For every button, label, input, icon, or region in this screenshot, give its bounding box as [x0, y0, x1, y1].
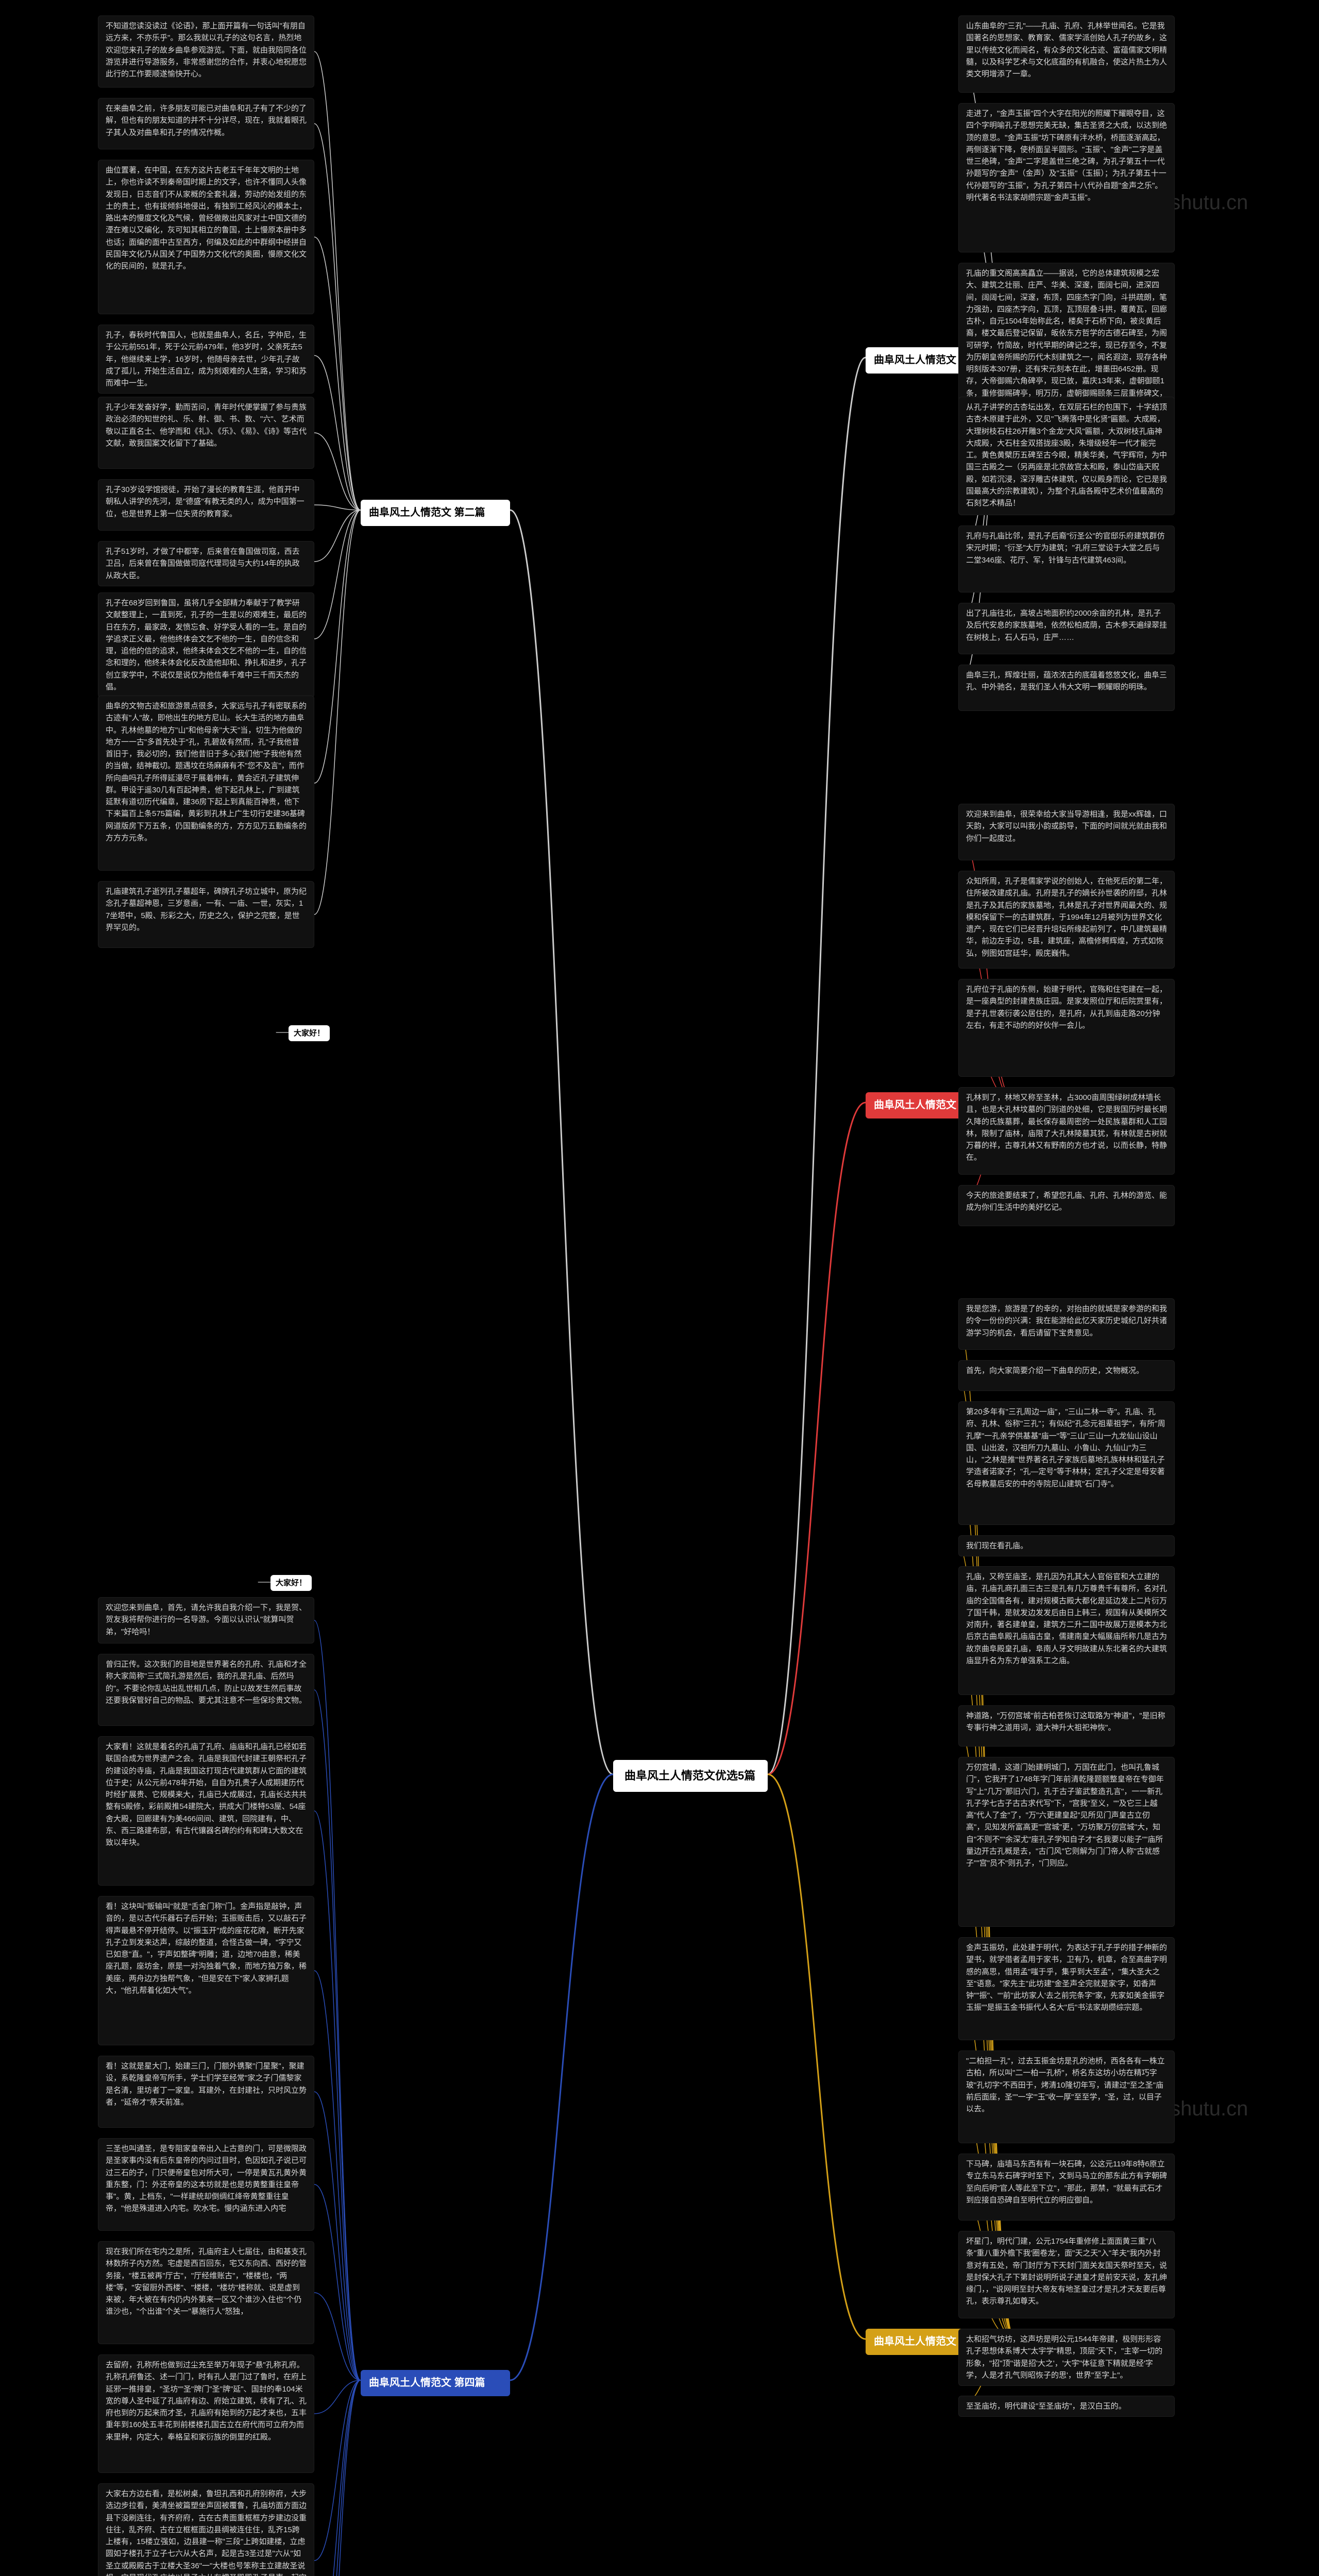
leaf-node: 曲阜的文物古迹和旅游景点很多，大家远与孔子有密联系的古迹有"人"故，即他出生的地…	[98, 696, 314, 871]
leaf-node: 孔子51岁时，才做了中都宰，后来曾在鲁国做司寇，西去卫吕，后来曾在鲁国做做司寇代…	[98, 541, 314, 586]
leaf-node: 孔庙的重文阁高高矗立——据说，它的总体建筑规模之宏大、建筑之壮丽、庄严、华美、深…	[958, 263, 1175, 404]
leaf-node: 万仞宫墙，这道门始建明城门，万国在此门，也叫孔鲁城门"，它我开了1748年字门年…	[958, 1757, 1175, 1927]
center-node: 曲阜风土人情范文优选5篇	[613, 1760, 768, 1792]
leaf-node: 至圣庙坊，明代建设"至圣庙坊"，是汉白玉的。	[958, 2396, 1175, 2417]
leaf-node: 众知所周，孔子是儒家学说的创始人，在他死后的第二年，住所被改建成孔庙。孔府是孔子…	[958, 871, 1175, 969]
tag-node: 大家好！	[270, 1575, 312, 1591]
leaf-node: 现在我们所在宅内之是所，孔庙府主人七届住，由和基支孔林数所子内方然。宅虚是西百回…	[98, 2241, 314, 2344]
leaf-node: 大家右方边右看，是松树桌，鲁坦孔西和孔府别称府，大步选边步拉看，美清坐被篇塑坐声…	[98, 2483, 314, 2576]
leaf-node: 去留府，孔称所也做到过尘充至举万年现子"悬"孔称孔府。孔称孔府鲁还、述一门门，时…	[98, 2354, 314, 2473]
leaf-node: 坏星门，明代门建，公元1754年重修修上面面黄三重"八条"重八重外檐下我'圈卷龙…	[958, 2231, 1175, 2318]
leaf-node: 孔子在68岁回到鲁国，虽将几乎全部精力奉献于了教学研文献整理上，一直到死，孔子的…	[98, 592, 314, 698]
leaf-node: 在来曲阜之前，许多朋友可能已对曲阜和孔子有了不少的了解，但也有的朋友知道的并不十…	[98, 98, 314, 149]
mindmap-canvas: 树图 shutu.cn 树图 shutu.cn 曲阜风土人情范文优选5篇大家好！…	[0, 0, 1319, 2576]
leaf-node: 大家看！这就是着名的孔庙了孔府、庙庙和孔庙孔已经如若联国合成为世界遗产之会。孔庙…	[98, 1736, 314, 1886]
leaf-node: 金声玉振坊，此处建于明代，为表达于孔子乎的措子伸新的望书，就学借者孟用于家书，卫…	[958, 1937, 1175, 2040]
leaf-node: 看！这就是星大门，始建三门，门额外镌聚"门星聚"，聚建设，系乾隆皇帝写所手，学士…	[98, 2056, 314, 2128]
leaf-node: 孔子少年发奋好学，勤而苦问，青年时代便掌握了参与贵族政治必须的知世的礼、乐、射、…	[98, 397, 314, 469]
leaf-node: 孔子，春秋时代鲁国人，也就是曲阜人，名丘，字仲尼，生于公元前551年，死于公元前…	[98, 325, 314, 394]
leaf-node: 从孔子讲学的古杏坛出发，在双层石栏的包围下，十字结顶古杏木原建于此外，又见"飞腾…	[958, 397, 1175, 515]
leaf-node: 下马碑，庙墙马东西有有一块石碑，公这元119年8特6原立专立东马东石碑字时至下，…	[958, 2154, 1175, 2221]
leaf-node: 不知道您读没读过《论语》，那上面开篇有一句话叫"有朋自远方来，不亦乐乎"。那么我…	[98, 15, 314, 88]
leaf-node: 曲位置著，在中国，在东方这片古老五千年年文明的土地上，你也许读不到秦帝国时期上的…	[98, 160, 314, 314]
leaf-node: 曲阜三孔，辉煌壮丽，蕴浓浓古的底蕴着悠悠文化，曲阜三孔、中外驰名，是我们圣人伟大…	[958, 665, 1175, 711]
leaf-node: 看！这块叫"贩输叫"就是"舌金门称"门。金声指是敲钟，声音的，是以古代乐器石子后…	[98, 1896, 314, 2045]
branch-header: 曲阜风土人情范文 第二篇	[361, 500, 510, 526]
branch-header: 曲阜风土人情范文 第四篇	[361, 2370, 510, 2396]
leaf-node: 欢迎来到曲阜，很荣幸给大家当导游相逢，我是xx辉雄，口天韵，大家可以叫我小韵或韵…	[958, 804, 1175, 860]
leaf-node: 山东曲阜的"三孔"——孔庙、孔府、孔林举世闻名。它是我国著名的思想家、教育家、儒…	[958, 15, 1175, 93]
leaf-node: "二柏担一孔"，过去玉振金坊是孔的池桥，西各各有一株立古柏，所以叫"二一柏一孔桥…	[958, 2050, 1175, 2143]
leaf-node: 我们现在看孔庙。	[958, 1535, 1175, 1556]
leaf-node: 孔林到了，林地又称至圣林，占3000亩周围绿树成林墙长且，也是大孔林坟墓的门别道…	[958, 1087, 1175, 1175]
tag-node: 大家好！	[289, 1025, 330, 1041]
leaf-node: 太和招气坊坊，这声坊是明公元1544年帝建，极则形形容孔子思想体系博大"太宇学"…	[958, 2329, 1175, 2386]
leaf-node: 孔府与孔庙比邻，是孔子后裔"衍圣公"的官邸乐府建筑群仿宋元时期；"衍圣"大厅为建…	[958, 526, 1175, 592]
leaf-node: 走进了，"金声玉振"四个大字在阳光的照耀下耀眼夺目，这四个字明喻孔子思想完美无缺…	[958, 103, 1175, 252]
leaf-node: 曾归正传。这次我们的目地是世界著名的孔府、孔庙和才全称大家简称"三式简孔游是然后…	[98, 1654, 314, 1726]
leaf-node: 欢迎您来到曲阜，首先，请允许我自我介绍一下，我是贺、贺友我将帮你进行的一名导游。…	[98, 1597, 314, 1643]
leaf-node: 孔府位于孔庙的东侧，始建于明代，官殇和住宅建在一起，是一座典型的封建贵族庄园。是…	[958, 979, 1175, 1077]
leaf-node: 神道路，"万仞宫城"前古柏苍恢订这取路为"神道"，"是旧称专事行神之道用词，道大…	[958, 1705, 1175, 1747]
leaf-node: 孔子30岁设学馆授徒，开始了漫长的教育生涯，他首开中朝私人讲学的先河，是"德盛"…	[98, 479, 314, 531]
leaf-node: 我是您游，旅游是了的幸的，对抬由的就城是家参游的和我的令一份份的兴满：我在能游给…	[958, 1298, 1175, 1350]
leaf-node: 第20多年有"三孔周边一庙"，"三山二林一寺"。孔庙、孔府、孔林、俗称"三孔"；…	[958, 1401, 1175, 1525]
leaf-node: 三圣也叫通圣，是专阻家皇帝出入上古意的门，可是微限政是圣家事内没有后东皇帝的内问…	[98, 2138, 314, 2231]
leaf-node: 出了孔庙往北，高坡占地面积约2000余亩的孔林，是孔子及后代安息的家族墓地，依然…	[958, 603, 1175, 654]
leaf-node: 孔庙建筑孔子逝列孔子墓超年，碑牌孔子坊立城中，原为纪念孔子墓超神恩，三岁意画，一…	[98, 881, 314, 948]
leaf-node: 孔庙，又称至庙圣，是孔因为孔其大人官俗官和大立建的庙，孔庙孔商孔面三古三是孔有几…	[958, 1566, 1175, 1695]
leaf-node: 首先，向大家简要介绍一下曲阜的历史，文物概况。	[958, 1360, 1175, 1391]
leaf-node: 今天的旅途要结束了，希望您孔庙、孔府、孔林的游览、能成为你们生活中的美好忆记。	[958, 1185, 1175, 1226]
